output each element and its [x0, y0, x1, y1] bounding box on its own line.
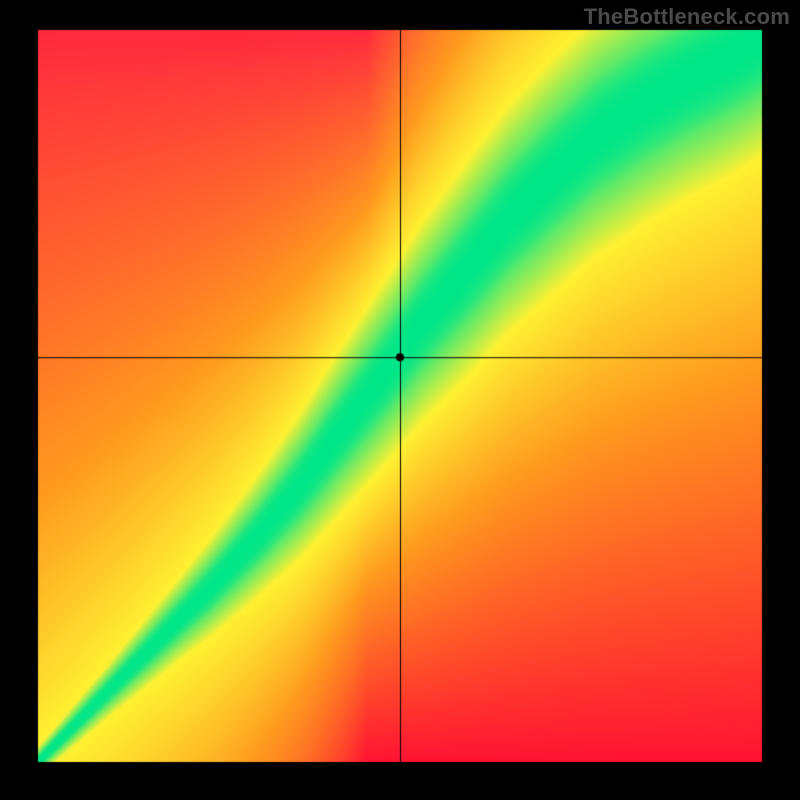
bottleneck-heatmap [0, 0, 800, 800]
watermark-text: TheBottleneck.com [584, 4, 790, 30]
